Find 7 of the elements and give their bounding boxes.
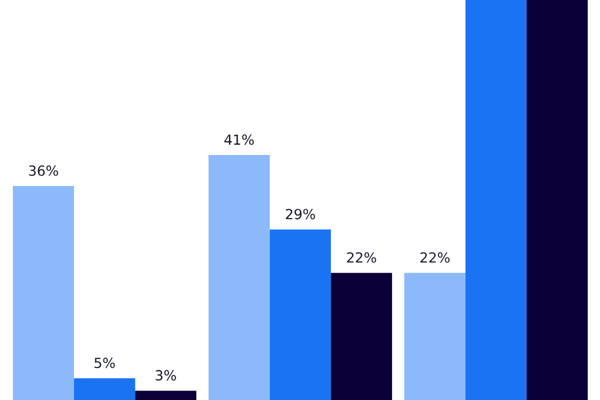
data-label: 36%	[29, 165, 58, 176]
data-label: 22%	[347, 252, 376, 263]
data-label: 5%	[94, 358, 115, 368]
data-label: 29%	[286, 208, 315, 220]
data-label: 3%	[156, 370, 176, 381]
data-label: 22%	[420, 252, 450, 263]
data-label: 41%	[224, 134, 254, 145]
